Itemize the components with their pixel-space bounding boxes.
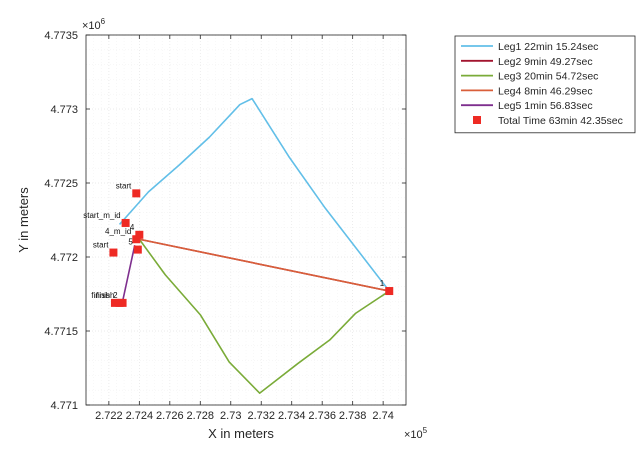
waypoint-label: start_m_id <box>83 211 120 220</box>
legend-label: Leg4 8min 46.29sec <box>498 85 593 97</box>
x-tick-label: 2.724 <box>126 410 154 422</box>
legend-label: Leg2 9min 49.27sec <box>498 56 593 68</box>
waypoint-marker <box>133 245 142 254</box>
x-tick-label: 2.734 <box>278 410 306 422</box>
waypoint-marker <box>110 298 119 307</box>
waypoint-label: start <box>116 181 132 190</box>
plot-series-group <box>118 97 390 394</box>
plot-markers-group: startstart_m_idstart44_m_id51finishfinis… <box>83 181 394 307</box>
y-tick-label: 4.771 <box>50 400 78 412</box>
legend-label: Leg3 20min 54.72sec <box>498 71 598 83</box>
axes-frame <box>85 34 407 406</box>
waypoint-label: 2 <box>113 291 118 300</box>
series-line-leg5 <box>121 244 136 302</box>
waypoint-marker <box>385 287 394 296</box>
axis-ticks: 2.722 2.724 2.726 2.728 2.73 2.732 2.734 2.736 2… <box>44 30 406 422</box>
legend-label: Total Time 63min 42.35sec <box>498 115 623 127</box>
series-line-leg3 <box>138 238 390 394</box>
x-tick-label: 2.736 <box>308 410 336 422</box>
x-tick-label: 2.728 <box>187 410 215 422</box>
series-line-leg1 <box>118 97 390 292</box>
legend-swatch-marker <box>473 116 481 124</box>
y-axis-exponent: ×106 <box>82 17 106 32</box>
y-tick-label: 4.7715 <box>44 326 78 338</box>
waypoint-marker <box>135 230 144 239</box>
waypoint-label: finish <box>91 291 110 300</box>
x-tick-label: 2.73 <box>220 410 241 422</box>
x-axis-label: X in meters <box>208 426 274 441</box>
waypoint-label: finish <box>96 291 115 300</box>
waypoint-marker <box>121 218 130 227</box>
y-tick-label: 4.773 <box>50 104 78 116</box>
waypoint-marker <box>109 248 118 257</box>
chart-legend: Leg1 22min 15.24sec Leg2 9min 49.27sec Leg… <box>454 35 636 134</box>
legend-label: Leg5 1min 56.83sec <box>498 100 593 112</box>
waypoint-label: start <box>93 241 109 250</box>
x-tick-label: 2.732 <box>247 410 275 422</box>
x-tick-label: 2.722 <box>95 410 123 422</box>
y-tick-label: 4.7735 <box>44 30 78 42</box>
waypoint-label: 5 <box>128 238 133 247</box>
y-tick-label: 4.7725 <box>44 178 78 190</box>
waypoint-marker <box>132 235 141 244</box>
x-axis-exponent: ×105 <box>404 426 428 441</box>
waypoint-label: 4_m_id <box>105 227 131 236</box>
waypoint-label: 1 <box>380 279 385 288</box>
y-tick-label: 4.772 <box>50 252 78 264</box>
waypoint-label: 4 <box>130 223 135 232</box>
x-tick-label: 2.738 <box>339 410 367 422</box>
legend-box <box>454 35 636 134</box>
series-line-leg4 <box>139 238 390 292</box>
x-tick-label: 2.726 <box>156 410 184 422</box>
x-tick-label: 2.74 <box>372 410 393 422</box>
waypoint-marker <box>118 298 127 307</box>
y-axis-label: Y in meters <box>16 187 31 253</box>
legend-label: Leg1 22min 15.24sec <box>498 41 598 53</box>
waypoint-marker <box>132 189 141 198</box>
